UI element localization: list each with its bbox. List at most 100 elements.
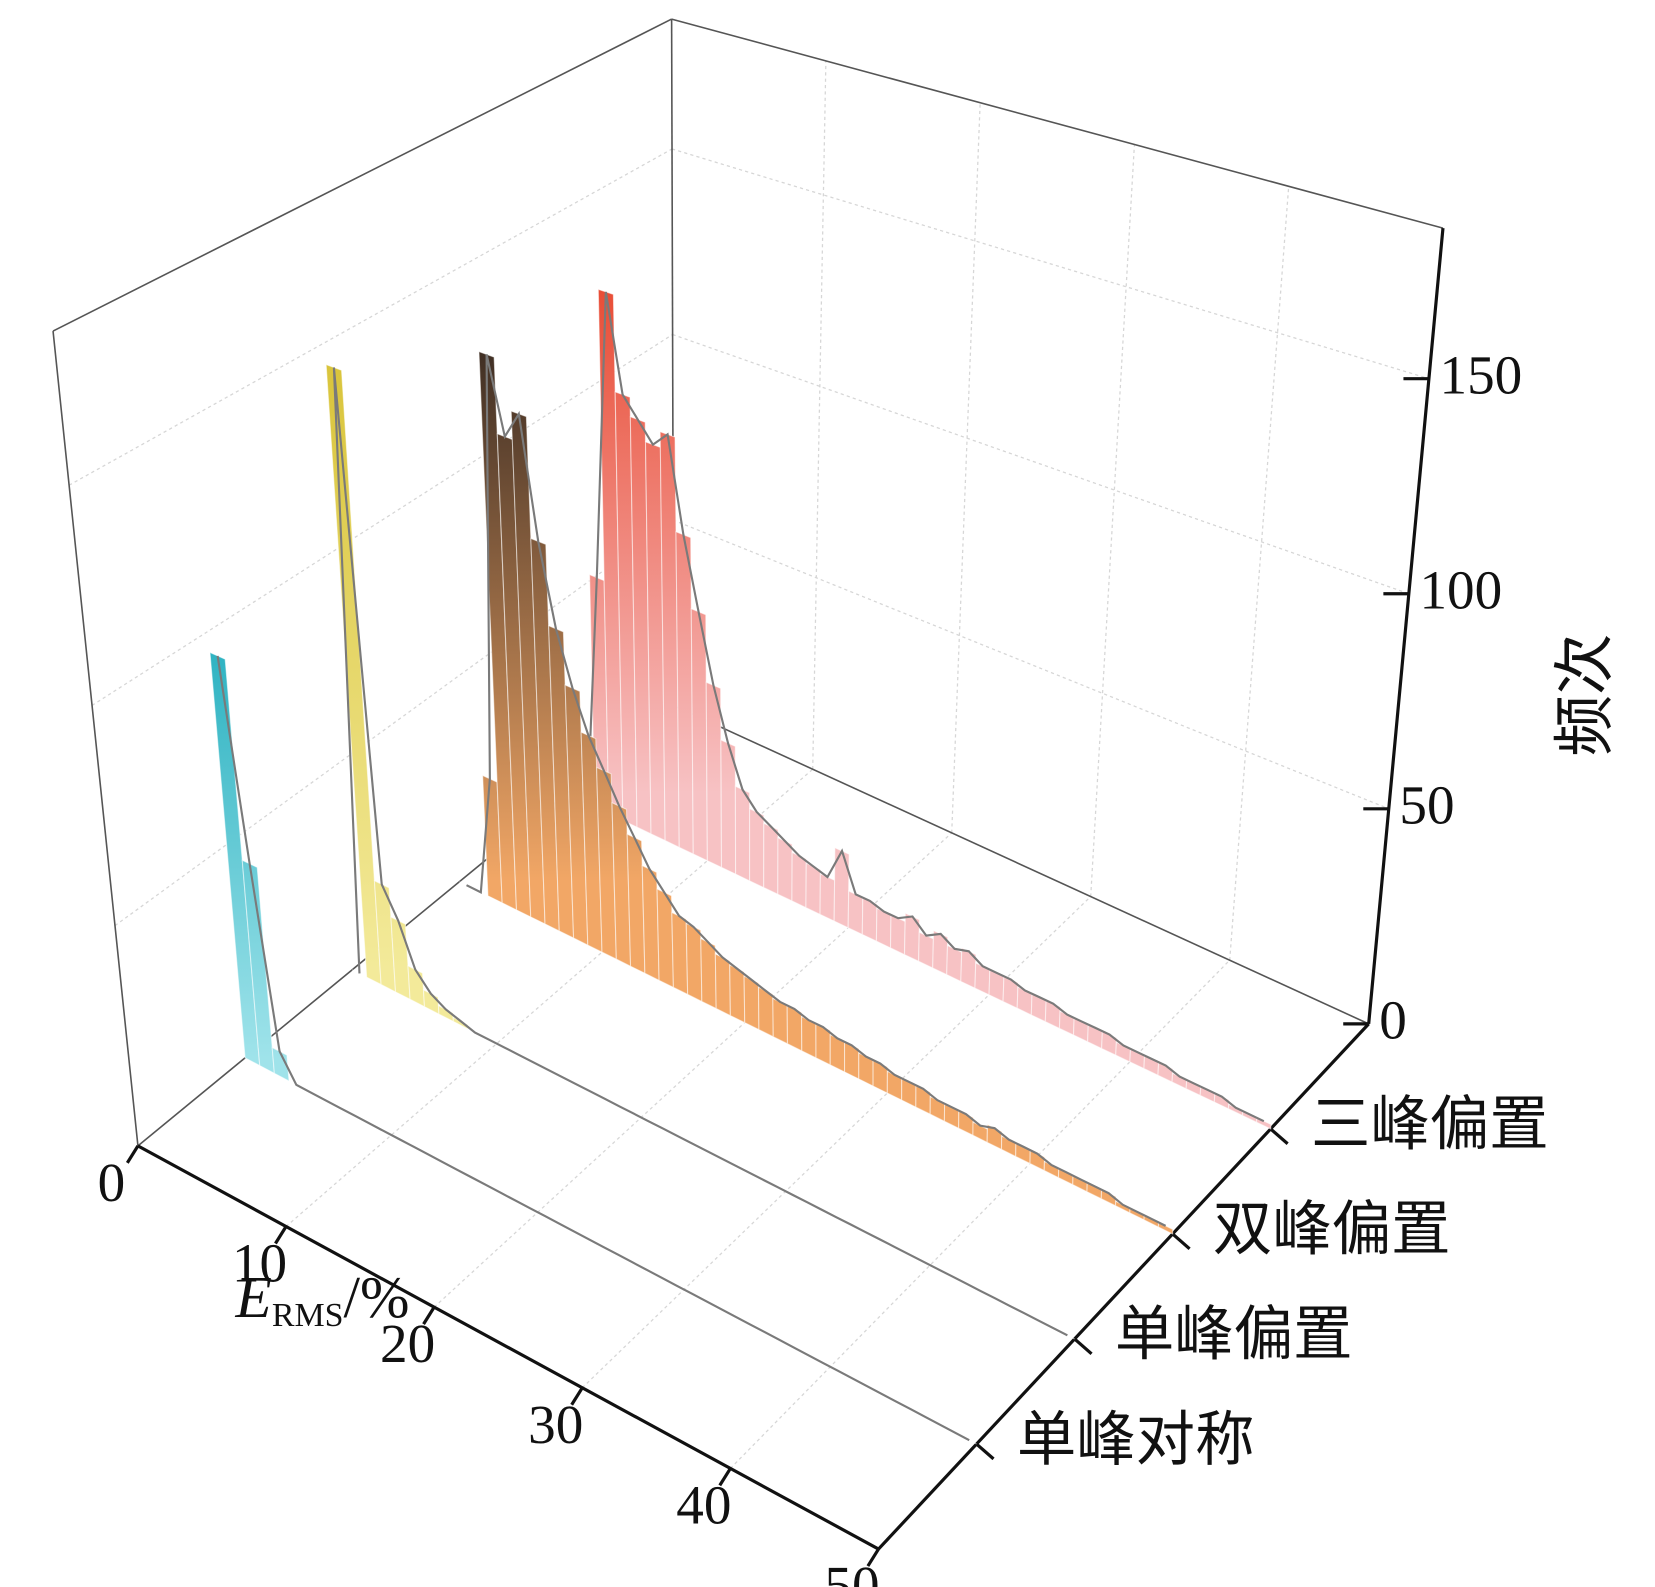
x-tick-label: 50 (824, 1555, 879, 1587)
bar (241, 859, 275, 1075)
bar (271, 1046, 290, 1082)
x-label-sub: RMS (272, 1297, 344, 1334)
grid-line (91, 333, 673, 706)
bar (690, 608, 708, 862)
depth-axis (877, 1022, 1370, 1551)
x-tick-label: 0 (98, 1152, 126, 1213)
series (566, 288, 1272, 1130)
series (325, 363, 1075, 1340)
bar (656, 888, 674, 989)
grid-line (68, 148, 673, 486)
z-tick-label: 100 (1419, 560, 1502, 621)
grid-line (812, 60, 827, 770)
bar (805, 862, 822, 916)
z-tick-label: 50 (1399, 775, 1454, 836)
outline (573, 291, 1265, 1123)
outline (216, 655, 970, 1442)
box-edge (52, 330, 139, 1146)
grid-line (951, 102, 981, 833)
depth-tick-label: 单峰对称 (1017, 1407, 1255, 1473)
box-edge (671, 18, 1444, 229)
x-tick (125, 1145, 140, 1164)
bar (791, 851, 807, 909)
z-tick-label: 150 (1440, 344, 1523, 405)
grid-line (672, 519, 1390, 810)
bar (325, 363, 382, 986)
plot: ERMS/% 频次 0 10 20 30 40 50 0 50 100 150 单峰对称 单峰偏置 双峰… (52, 18, 1620, 1587)
bar (641, 864, 660, 982)
bar (685, 922, 703, 1003)
x-tick (274, 1225, 288, 1245)
grid-line (433, 832, 953, 1308)
depth-tick-label: 双峰偏置 (1213, 1197, 1451, 1263)
bar (671, 911, 689, 996)
bar (209, 651, 261, 1067)
bar (918, 931, 934, 969)
grid-line (729, 959, 1231, 1469)
bar (844, 1040, 860, 1080)
bar (1002, 975, 1019, 1009)
series (209, 651, 977, 1445)
bar (743, 975, 760, 1031)
bar (757, 986, 774, 1038)
grid-line (672, 333, 1410, 595)
outline (332, 367, 1068, 1337)
grid-line (1090, 144, 1136, 897)
grid-line (671, 148, 1430, 380)
depth-tick (1073, 1337, 1093, 1356)
x-label-main: E (235, 1264, 272, 1330)
bar (1029, 1149, 1046, 1172)
x-tick-label: 30 (528, 1394, 583, 1455)
grid-line (1229, 186, 1290, 961)
bar (564, 684, 589, 947)
x-tick (422, 1306, 436, 1325)
bar (548, 624, 575, 939)
bar (705, 681, 723, 869)
bar (833, 846, 850, 929)
box-edge (52, 18, 672, 332)
z-axis (1367, 227, 1445, 1025)
bar (903, 912, 920, 963)
bar (530, 537, 560, 932)
depth-tick (1269, 1127, 1289, 1145)
bar (611, 801, 632, 968)
bar (946, 944, 963, 983)
bar (1213, 1092, 1230, 1110)
x-tick-label: 40 (676, 1475, 731, 1536)
bar (626, 833, 646, 975)
bar (1157, 1221, 1174, 1235)
bar (629, 415, 652, 835)
bar (452, 1016, 469, 1030)
bar (872, 1059, 888, 1094)
x-axis (137, 1144, 880, 1551)
depth-tick (1171, 1232, 1191, 1250)
x-tick (866, 1548, 880, 1567)
x-axis-label: ERMS/% (235, 1264, 410, 1334)
x-tick-label: 20 (380, 1313, 435, 1374)
x-tick-label: 10 (232, 1233, 287, 1294)
x-tick (718, 1467, 732, 1487)
bar (390, 916, 411, 1001)
bar (749, 807, 765, 889)
bar (960, 947, 977, 989)
bar (815, 1022, 831, 1066)
bar (373, 879, 397, 993)
bar (596, 766, 617, 961)
x-tick (570, 1386, 584, 1406)
bar (729, 964, 746, 1024)
depth-tick-label: 单峰偏置 (1115, 1302, 1353, 1368)
depth-tick (975, 1442, 995, 1461)
bar (675, 530, 694, 855)
depth-tick-label: 三峰偏置 (1311, 1092, 1549, 1158)
bar (437, 1004, 454, 1023)
bar (700, 937, 717, 1010)
bar (422, 989, 440, 1016)
bar (1100, 1188, 1117, 1207)
series (459, 350, 1174, 1235)
bar (932, 929, 949, 976)
z-axis-label: 频次 (1552, 633, 1620, 756)
outline (466, 354, 1167, 1227)
grid-line (114, 519, 674, 927)
bar (714, 953, 731, 1017)
